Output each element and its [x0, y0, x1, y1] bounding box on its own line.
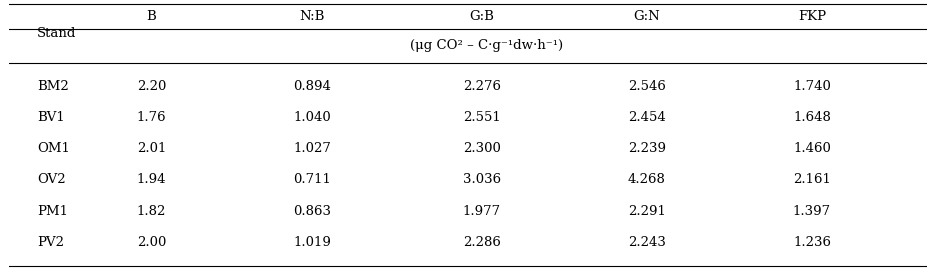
Text: G:B: G:B — [469, 10, 494, 23]
Text: B: B — [147, 10, 156, 23]
Text: 0.863: 0.863 — [293, 205, 331, 218]
Text: FKP: FKP — [797, 10, 826, 23]
Text: 2.276: 2.276 — [462, 80, 501, 93]
Text: BM2: BM2 — [37, 80, 68, 93]
Text: 1.027: 1.027 — [293, 142, 331, 155]
Text: 2.01: 2.01 — [137, 142, 167, 155]
Text: PM1: PM1 — [37, 205, 68, 218]
Text: 1.76: 1.76 — [137, 111, 167, 124]
Text: 1.019: 1.019 — [293, 236, 331, 249]
Text: 2.286: 2.286 — [462, 236, 501, 249]
Text: 1.648: 1.648 — [793, 111, 831, 124]
Text: OV2: OV2 — [37, 173, 66, 187]
Text: 1.040: 1.040 — [293, 111, 331, 124]
Text: G:N: G:N — [634, 10, 660, 23]
Text: 2.20: 2.20 — [137, 80, 167, 93]
Text: Stand: Stand — [37, 27, 76, 40]
Text: 0.711: 0.711 — [293, 173, 331, 187]
Text: 4.268: 4.268 — [628, 173, 665, 187]
Text: 1.236: 1.236 — [793, 236, 831, 249]
Text: 1.397: 1.397 — [793, 205, 831, 218]
Text: BV1: BV1 — [37, 111, 65, 124]
Text: 1.460: 1.460 — [793, 142, 831, 155]
Text: 2.454: 2.454 — [628, 111, 665, 124]
Text: 1.94: 1.94 — [137, 173, 167, 187]
Text: 2.243: 2.243 — [628, 236, 665, 249]
Text: (μg CO² – C·g⁻¹dw·h⁻¹): (μg CO² – C·g⁻¹dw·h⁻¹) — [410, 39, 563, 52]
Text: 2.239: 2.239 — [628, 142, 665, 155]
Text: 0.894: 0.894 — [293, 80, 331, 93]
Text: 1.740: 1.740 — [793, 80, 831, 93]
Text: 2.546: 2.546 — [628, 80, 665, 93]
Text: 2.291: 2.291 — [628, 205, 665, 218]
Text: 2.00: 2.00 — [137, 236, 167, 249]
Text: 3.036: 3.036 — [462, 173, 501, 187]
Text: N:B: N:B — [300, 10, 325, 23]
Text: PV2: PV2 — [37, 236, 64, 249]
Text: OM1: OM1 — [37, 142, 70, 155]
Text: 1.977: 1.977 — [462, 205, 501, 218]
Text: 2.551: 2.551 — [463, 111, 501, 124]
Text: 1.82: 1.82 — [137, 205, 167, 218]
Text: 2.161: 2.161 — [793, 173, 831, 187]
Text: 2.300: 2.300 — [462, 142, 501, 155]
